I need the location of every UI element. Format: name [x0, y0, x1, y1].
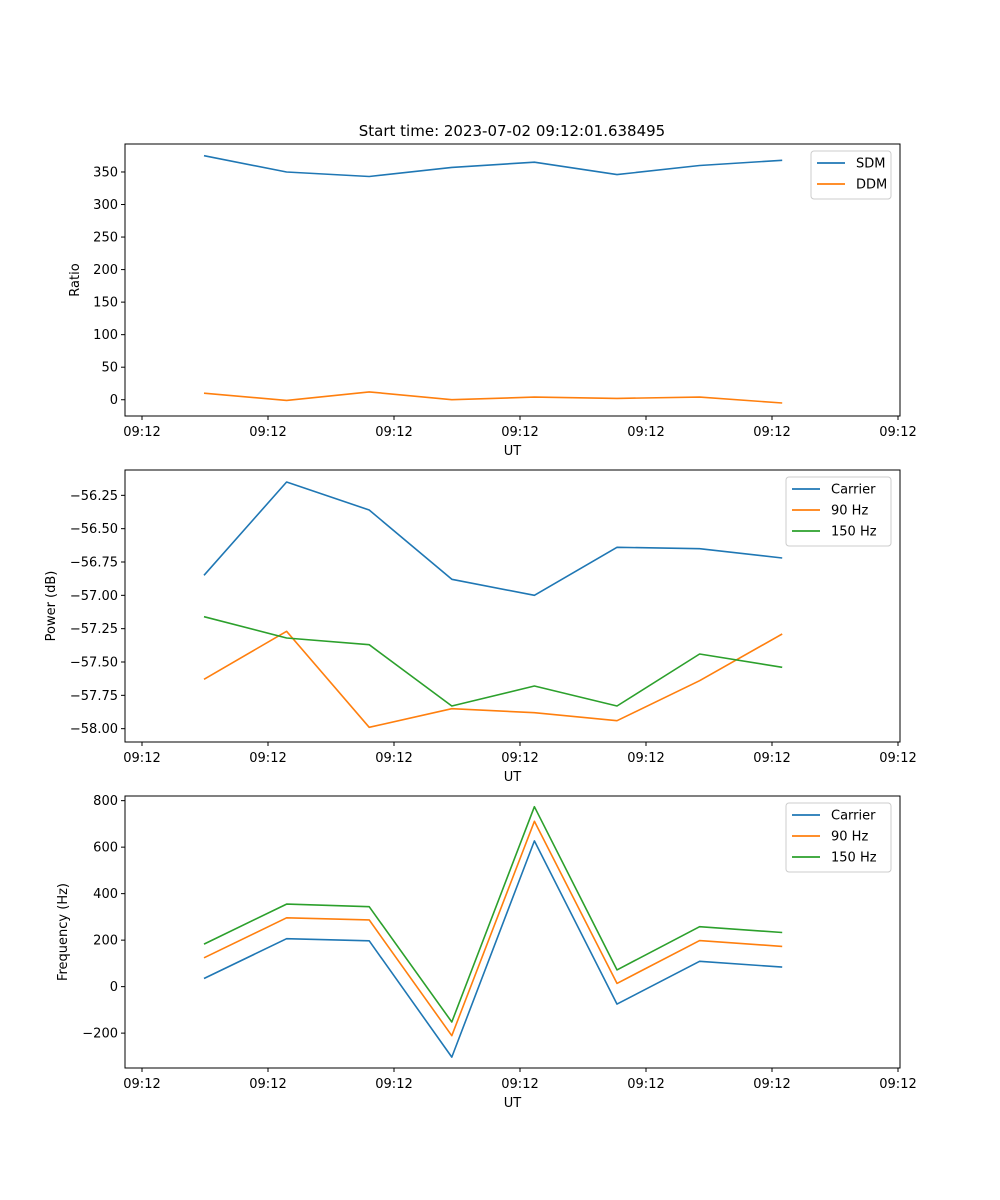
y-tick-label: 100 [93, 328, 118, 343]
x-tick-label: 09:12 [249, 1077, 286, 1092]
chart-panel-1: 0 50 100 150 200 250 300 350 09:12 09:12 09:12 09:1… [68, 143, 917, 459]
axes-frame [124, 795, 901, 1069]
x-tick-label: 09:12 [501, 1077, 538, 1092]
y-tick-label: 600 [93, 841, 118, 856]
y-tick-label: 300 [93, 198, 118, 213]
series-line-ddm [203, 391, 783, 404]
x-tick-label: 09:12 [123, 1077, 160, 1092]
y-tick-label: −57.00 [70, 589, 118, 604]
y-tick-label: 350 [93, 165, 118, 180]
legend-label: SDM [856, 157, 885, 172]
y-axis-label: Ratio [68, 263, 83, 296]
x-tick-label: 09:12 [249, 751, 286, 766]
legend: SDM DDM [810, 150, 892, 200]
x-tick-label: 09:12 [879, 1077, 916, 1092]
series-line-carrier [203, 481, 783, 597]
x-tick-label: 09:12 [375, 1077, 412, 1092]
figure-title: Start time: 2023-07-02 09:12:01.638495 [359, 122, 665, 140]
legend-label: DDM [856, 178, 887, 193]
legend-label: Carrier [831, 809, 876, 824]
y-tick-label: 200 [93, 263, 118, 278]
legend-label: Carrier [831, 483, 876, 498]
legend-label: 150 Hz [831, 525, 877, 540]
x-tick-label: 09:12 [879, 425, 916, 440]
y-tick-label: 0 [110, 393, 118, 408]
x-tick-label: 09:12 [753, 1077, 790, 1092]
legend-box [785, 802, 892, 873]
y-tick-label: 800 [93, 794, 118, 809]
legend-label: 90 Hz [831, 504, 868, 519]
chart-panel-3: −200 0 200 400 600 800 09:12 09:12 09:12 09:12 09:… [56, 794, 917, 1111]
chart-panel-2: −58.00 −57.75 −57.50 −57.25 −57.00 −56.75 −56.… [44, 469, 917, 785]
x-tick-label: 09:12 [501, 425, 538, 440]
y-tick-label: 150 [93, 296, 118, 311]
legend: Carrier 90 Hz 150 Hz [785, 802, 892, 873]
x-tick-label: 09:12 [123, 751, 160, 766]
x-tick-label: 09:12 [375, 751, 412, 766]
y-tick-label: −57.25 [70, 622, 118, 637]
legend-label: 150 Hz [831, 851, 877, 866]
y-tick-label: −56.50 [70, 522, 118, 537]
x-tick-label: 09:12 [123, 425, 160, 440]
x-axis-label: UT [504, 770, 522, 785]
x-tick-label: 09:12 [249, 425, 286, 440]
y-tick-label: −57.75 [70, 689, 118, 704]
y-axis-label: Frequency (Hz) [56, 883, 71, 981]
x-tick-label: 09:12 [753, 425, 790, 440]
y-axis-label: Power (dB) [44, 571, 59, 642]
y-tick-label: 0 [110, 980, 118, 995]
y-tick-label: −56.25 [70, 489, 118, 504]
x-tick-label: 09:12 [879, 751, 916, 766]
x-axis-label: UT [504, 444, 522, 459]
x-axis-label: UT [504, 1096, 522, 1111]
series-line-150-hz [203, 615, 783, 707]
series-line-carrier [203, 840, 783, 1058]
x-tick-label: 09:12 [627, 1077, 664, 1092]
y-tick-label: 400 [93, 887, 118, 902]
x-tick-label: 09:12 [627, 425, 664, 440]
legend-label: 90 Hz [831, 830, 868, 845]
x-tick-label: 09:12 [753, 751, 790, 766]
x-tick-label: 09:12 [501, 751, 538, 766]
y-tick-label: 200 [93, 934, 118, 949]
y-tick-label: 50 [101, 361, 118, 376]
series-line-90-hz [203, 820, 783, 1037]
series-line-sdm [203, 154, 783, 178]
y-tick-label: −56.75 [70, 556, 118, 571]
axes-frame [124, 469, 901, 743]
chart-panels: 0 50 100 150 200 250 300 350 09:12 09:12 09:12 09:1… [44, 143, 917, 1111]
series-line-150-hz [203, 805, 783, 1023]
axes-frame [124, 143, 901, 417]
y-tick-label: −58.00 [70, 722, 118, 737]
y-tick-label: 250 [93, 231, 118, 246]
x-tick-label: 09:12 [627, 751, 664, 766]
x-tick-label: 09:12 [375, 425, 412, 440]
y-tick-label: −200 [82, 1027, 118, 1042]
y-tick-label: −57.50 [70, 656, 118, 671]
series-line-90-hz [203, 630, 783, 729]
legend-box [785, 476, 892, 547]
legend: Carrier 90 Hz 150 Hz [785, 476, 892, 547]
